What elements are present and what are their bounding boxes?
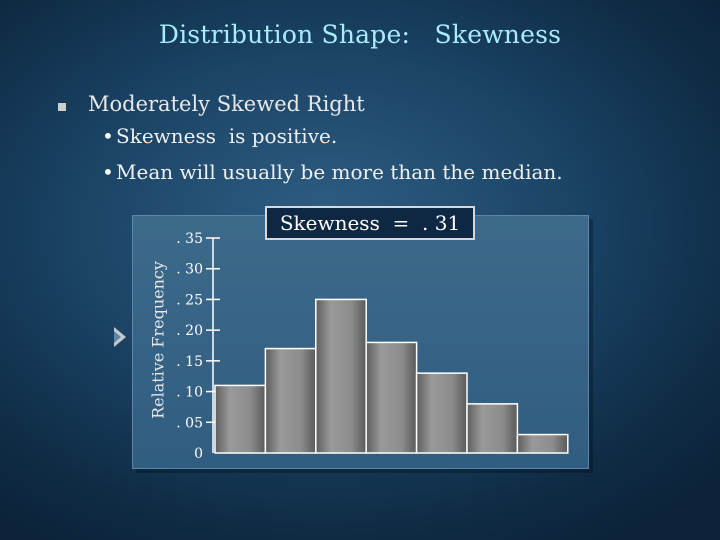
y-axis: 0 . 05 . 10 . 15 . 20 . 25 . 30 . 35 bbox=[176, 231, 220, 462]
slide-title: Distribution Shape: Skewness bbox=[158, 20, 562, 49]
sub-bullet-2-text: Mean will usually be more than the media… bbox=[116, 160, 563, 184]
histogram-bar-4 bbox=[365, 341, 418, 454]
y-tick-label: . 25 bbox=[176, 292, 203, 308]
y-tick-label: . 35 bbox=[176, 231, 203, 247]
y-axis-label: Relative Frequency bbox=[148, 261, 168, 419]
y-tick-label: . 30 bbox=[176, 262, 203, 278]
histogram-bar-3 bbox=[315, 298, 367, 454]
dot-bullet-icon: • bbox=[102, 124, 114, 148]
sub-bullet-1: • Skewness is positive. bbox=[102, 124, 337, 148]
y-tick-label: . 10 bbox=[176, 385, 203, 401]
histogram-bar-7 bbox=[516, 433, 569, 454]
square-bullet-icon bbox=[58, 103, 66, 111]
main-bullet-text: Moderately Skewed Right bbox=[88, 92, 365, 116]
dot-bullet-icon: • bbox=[102, 160, 114, 184]
histogram-bar-2 bbox=[264, 347, 317, 454]
y-tick-label: . 20 bbox=[176, 323, 203, 339]
sub-bullet-1-text: Skewness is positive. bbox=[116, 124, 338, 148]
histogram-bar-5 bbox=[415, 372, 468, 454]
sub-bullet-2: • Mean will usually be more than the medi… bbox=[102, 160, 563, 184]
y-tick-label: . 15 bbox=[176, 354, 203, 370]
y-tick-label: 0 bbox=[194, 446, 203, 462]
main-bullet: Moderately Skewed Right bbox=[58, 92, 365, 116]
histogram-bar-1 bbox=[214, 384, 267, 454]
y-tick-label: . 05 bbox=[176, 415, 203, 431]
histogram-bar-6 bbox=[466, 403, 519, 454]
play-arrow-icon[interactable] bbox=[114, 327, 126, 347]
skewness-annotation: Skewness = . 31 bbox=[265, 206, 475, 240]
bars bbox=[214, 298, 569, 454]
